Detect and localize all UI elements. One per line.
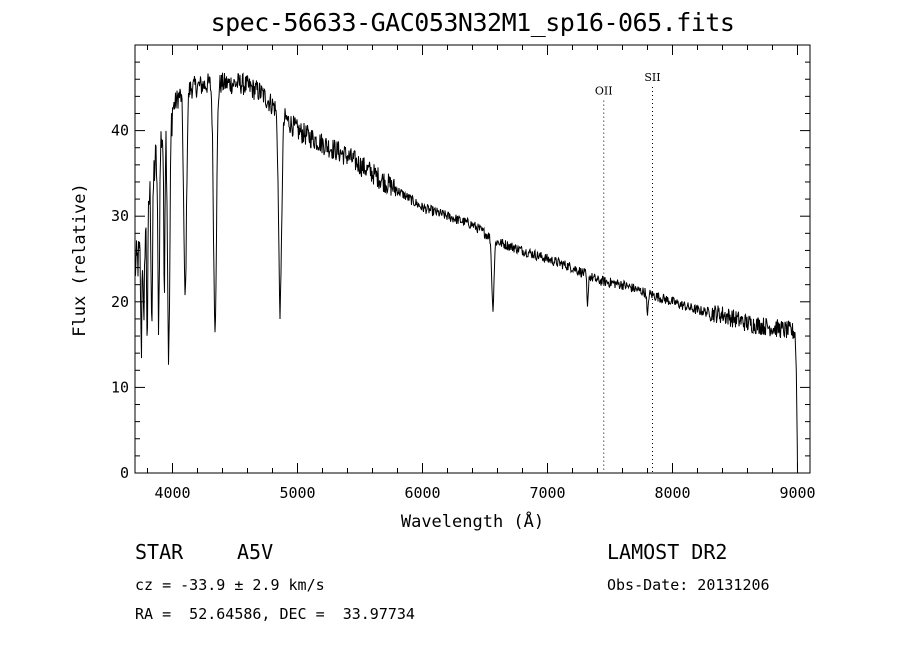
redshift-readout: cz = -33.9 ± 2.9 km/s (135, 576, 325, 594)
obs-date: Obs-Date: 20131206 (607, 576, 770, 594)
x-tick-label: 4000 (154, 484, 190, 502)
y-axis-label: Flux (relative) (70, 183, 90, 337)
object-subclass: A5V (237, 540, 274, 564)
chart-title: spec-56633-GAC053N32M1_sp16-065.fits (210, 8, 735, 37)
x-tick-label: 9000 (779, 484, 815, 502)
y-tick-label: 40 (111, 122, 129, 140)
x-tick-label: 8000 (654, 484, 690, 502)
survey-label: LAMOST DR2 (607, 540, 728, 564)
marker-label: OII (595, 85, 613, 98)
y-axis-ticks: 0 10 20 30 40 (111, 61, 810, 482)
plot-frame (134, 44, 811, 474)
x-tick-label: 6000 (404, 484, 440, 502)
coordinates-readout: RA = 52.64586, DEC = 33.97734 (135, 605, 415, 623)
x-axis-label: Wavelength (Å) (400, 512, 545, 532)
x-tick-label: 5000 (279, 484, 315, 502)
marker-label: SII (644, 71, 660, 84)
spectrum-line (134, 72, 798, 474)
x-tick-label: 7000 (529, 484, 565, 502)
y-tick-label: 10 (111, 378, 129, 396)
line-markers: OII SII (595, 71, 661, 473)
x-axis-ticks: 4000 5000 6000 7000 8000 9000 (147, 45, 816, 502)
y-tick-label: 20 (111, 293, 129, 311)
y-tick-label: 30 (111, 207, 129, 225)
y-tick-label: 0 (120, 464, 129, 482)
object-class: STAR (135, 540, 184, 564)
